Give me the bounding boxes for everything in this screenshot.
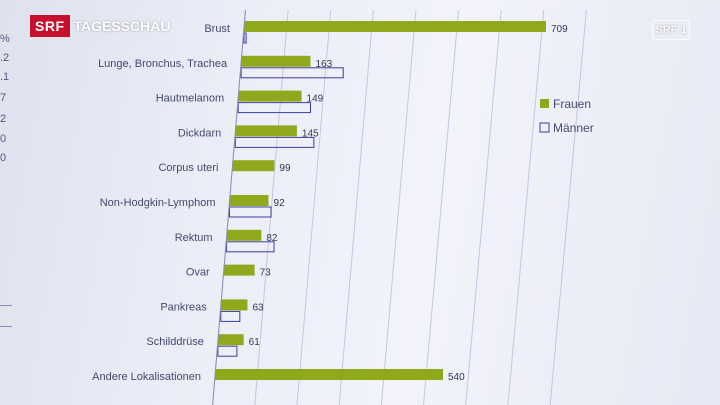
srf-logo: SRF TAGESSCHAU [30, 14, 170, 38]
value-label-frauen: 63 [252, 302, 264, 313]
value-label-frauen: 61 [249, 337, 261, 348]
left-fragment: 2 [0, 113, 7, 125]
srf-logo-box: SRF [30, 15, 70, 37]
value-label-frauen: 709 [551, 24, 568, 35]
bar-frauen [232, 160, 275, 172]
category-label: Pankreas [160, 301, 207, 313]
value-label-frauen: 540 [448, 372, 465, 383]
bar-maenner [220, 310, 241, 322]
value-label-frauen: 145 [302, 128, 319, 139]
bar-maenner [240, 67, 344, 79]
category-label: Brust [204, 23, 230, 35]
bar-maenner [229, 206, 272, 218]
bar-maenner [226, 241, 275, 253]
left-fragment: .2 [0, 52, 10, 64]
left-fragment: % [0, 33, 10, 45]
category-label: Hautmelanom [156, 93, 224, 105]
left-divider [0, 326, 12, 327]
bar-maenner [243, 32, 247, 44]
gridline [338, 9, 374, 405]
bar-frauen [220, 299, 248, 311]
category-label: Lunge, Bronchus, Trachea [98, 58, 228, 70]
y-axis-line [212, 9, 246, 405]
value-label-frauen: 149 [307, 94, 324, 105]
value-label-frauen: 73 [260, 268, 272, 279]
bar-frauen [229, 195, 269, 206]
channel-badge: SRF 1 [652, 20, 690, 40]
legend-label-frauen: Frauen [553, 97, 591, 111]
bar-frauen [223, 264, 255, 276]
left-fragment: 0 [0, 152, 7, 164]
bar-frauen [238, 90, 302, 102]
bar-frauen [226, 229, 262, 241]
value-label-frauen: 92 [274, 198, 286, 209]
bar-frauen [217, 334, 244, 346]
left-fragment: .1 [0, 71, 10, 83]
category-label: Schilddrüse [146, 336, 203, 348]
gridline [423, 9, 460, 405]
category-label: Corpus uteri [158, 162, 218, 174]
value-label-frauen: 99 [279, 163, 291, 174]
legend-label-maenner: Männer [553, 121, 594, 135]
gridline [380, 9, 417, 405]
value-label-frauen: 82 [266, 233, 278, 244]
category-label: Ovar [186, 267, 210, 279]
gridline [465, 9, 502, 405]
bar-maenner [237, 102, 311, 114]
bar-maenner [217, 345, 238, 357]
tagesschau-label: TAGESSCHAU [73, 18, 171, 34]
bar-maenner [234, 136, 315, 148]
bar-frauen [241, 55, 311, 67]
bar-frauen [235, 125, 297, 137]
gridline [549, 9, 587, 405]
category-label: Andere Lokalisationen [92, 371, 201, 383]
value-label-frauen: 163 [315, 59, 332, 70]
category-label: Dickdarn [178, 127, 221, 139]
left-fragment: 7 [0, 92, 7, 104]
legend-swatch-frauen [540, 99, 549, 108]
category-label: Rektum [175, 232, 213, 244]
category-label: Non-Hodgkin-Lymphom [100, 197, 216, 209]
gridline [507, 9, 545, 405]
legend-swatch-maenner [539, 122, 550, 133]
left-divider [0, 305, 12, 306]
gridline [296, 9, 332, 405]
left-fragment: 0 [0, 133, 7, 145]
bar-frauen [244, 21, 546, 32]
bar-frauen [215, 369, 443, 380]
